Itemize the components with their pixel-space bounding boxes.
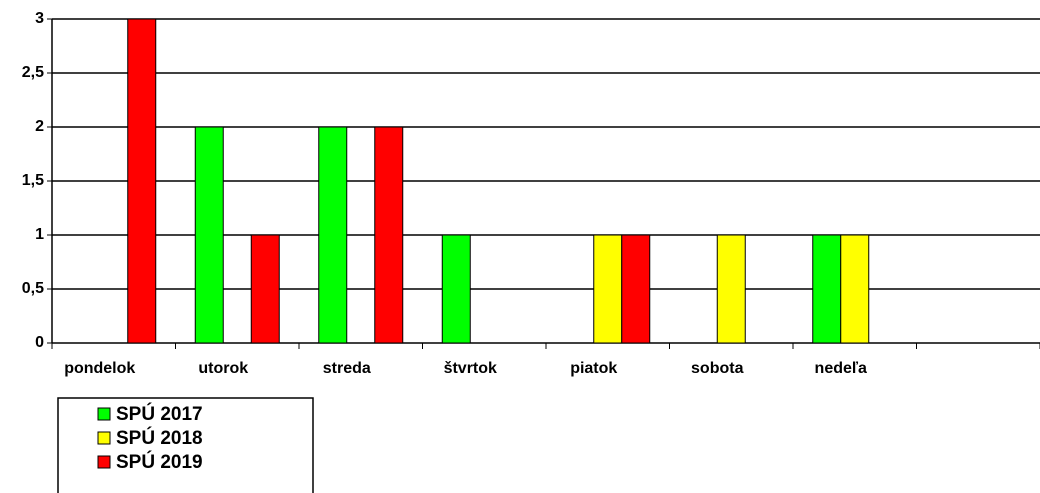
legend-swatch [97, 455, 111, 469]
legend-swatch [97, 431, 111, 445]
y-tick-label: 2 [35, 118, 44, 135]
x-tick-label: pondelok [64, 360, 135, 377]
x-tick-label: štvrtok [444, 360, 497, 377]
legend-label: SPÚ 2017 [116, 403, 203, 425]
x-tick-label: utorok [198, 360, 248, 377]
bar [812, 234, 842, 344]
bar [250, 234, 280, 344]
y-tick-label: 1,5 [22, 172, 44, 189]
y-tick-label: 2,5 [22, 64, 44, 81]
bar [441, 234, 471, 344]
bar [127, 18, 157, 344]
x-tick-label: sobota [691, 360, 744, 377]
y-tick-label: 1 [35, 226, 44, 243]
bar [840, 234, 870, 344]
x-tick-label: nedeľa [815, 360, 868, 377]
x-tick-label: piatok [570, 360, 617, 377]
bar [194, 126, 224, 344]
x-tick-label: streda [323, 360, 371, 377]
y-tick-label: 0,5 [22, 280, 44, 297]
bar [593, 234, 623, 344]
legend-label: SPÚ 2019 [116, 451, 203, 473]
bar [374, 126, 404, 344]
y-tick-label: 3 [35, 10, 44, 27]
bar [621, 234, 651, 344]
legend-swatch [97, 407, 111, 421]
bar [318, 126, 348, 344]
legend-label: SPÚ 2018 [116, 427, 203, 449]
y-tick-label: 0 [35, 334, 44, 351]
bar [716, 234, 746, 344]
